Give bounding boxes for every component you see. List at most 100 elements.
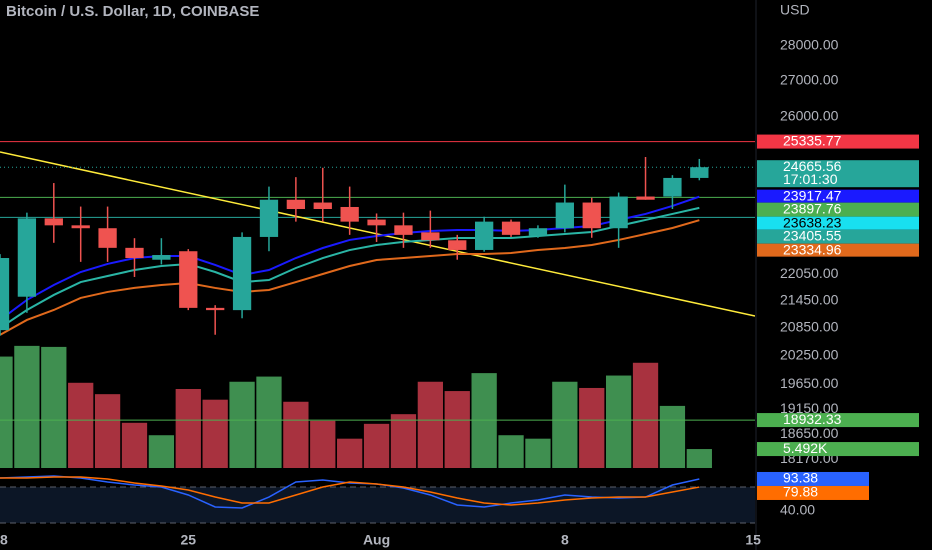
y-tick-label: 20850.00 [780,319,839,335]
price-label-box [757,413,919,428]
candle-body [663,177,682,197]
volume-bar [498,435,524,468]
volume-bar [14,345,40,468]
oscillator-label-box [757,485,869,500]
countdown-label: 17:01:30 [783,171,838,187]
oscillator-label-box [757,471,869,486]
volume-bar [202,399,228,468]
candle-body [313,202,332,210]
y-tick-label: 40.00 [780,502,815,518]
candle-body [152,255,171,260]
volume-bar [605,375,632,468]
plot-area [0,141,755,524]
y-tick-label: 19650.00 [780,375,839,391]
price-label: 23405.55 [783,227,842,243]
candle-body [475,221,494,250]
candle-body [125,247,144,259]
y-tick-label: 27000.00 [780,71,839,87]
oscillator-label: 93.38 [783,470,818,486]
price-label: 25335.77 [783,132,842,148]
candle-body [259,199,279,237]
candle-body [555,202,574,229]
candle-body [206,307,225,311]
moving-average [0,219,700,336]
volume-bar [337,438,363,468]
volume-label-box [757,442,919,457]
moving-average [0,206,700,329]
price-axis: 28000.00 27000.00 26000.00 22050.00 21450.00… [755,0,919,550]
candle-body [582,202,601,229]
candle-body [609,196,628,229]
y-tick-label: 22050.00 [780,265,839,281]
price-label: 23897.76 [783,200,842,216]
volume-bar [390,414,417,468]
oscillator-line [0,475,700,509]
price-label-box [757,134,919,149]
candle-body [179,251,198,308]
price-label: 24665.56 [783,158,842,174]
y-tick-label: 26000.00 [780,108,839,124]
volume-bar [121,422,148,468]
volume-bar [41,346,67,468]
x-tick-label: 18 [0,532,8,548]
price-label-box [757,202,919,217]
volume-bar [632,362,659,468]
price-label-box [757,160,919,188]
candle-body [0,258,10,331]
volume-bar [363,423,390,468]
volume-bar [256,376,282,468]
candle-body [286,199,306,210]
volume-bar [68,382,94,468]
candle-body [98,228,117,248]
x-tick-label: 25 [180,532,196,548]
price-label: 23334.96 [783,241,842,257]
oscillator-line [0,476,700,506]
price-label: 18932.33 [783,411,842,427]
volume-bar [552,381,578,468]
volume-bar [686,449,712,468]
price-label-box [757,229,919,244]
price-label-box [757,243,919,257]
volume-bar [148,435,175,468]
volume-bar [310,420,336,468]
volume-bar [579,387,605,468]
y-tick-label: 19150.00 [780,400,839,416]
oscillator-band [0,487,755,523]
y-tick-label: 21450.00 [780,291,839,307]
candle-body [232,236,252,311]
volume-bar [417,381,443,468]
candle-body [367,219,386,226]
y-tick-label: 18650.00 [780,425,839,441]
candle-body [501,221,521,235]
volume-bar [229,381,255,468]
volume-bar [0,356,13,468]
candle-body [636,196,655,200]
volume-bar [444,391,470,468]
candle-body [17,218,37,297]
trendline [0,151,755,317]
candle-body [421,232,440,241]
price-label: 23917.47 [783,187,842,203]
volume-label: 5.492K [783,440,828,456]
candle-body [44,218,63,226]
x-tick-label: Aug [363,532,390,548]
candle-body [528,228,548,236]
candle-body [340,206,359,222]
price-label: 23638.23 [783,214,842,230]
volume-bar [659,405,686,468]
x-tick-label: 15 [745,532,761,548]
x-tick-label: 8 [561,532,569,548]
candle-body [71,225,90,229]
oscillator-label: 79.88 [783,484,818,500]
candle-body [690,167,709,178]
chart-title: Bitcoin / U.S. Dollar, 1D, COINBASE [6,3,259,20]
y-tick-label: 20250.00 [780,346,839,362]
volume-bar [525,438,551,468]
candle-body [394,225,413,235]
y-tick-label: 28000.00 [780,37,839,53]
price-label-box [757,189,919,203]
volume-bar [94,394,121,468]
volume-bar [283,401,309,468]
